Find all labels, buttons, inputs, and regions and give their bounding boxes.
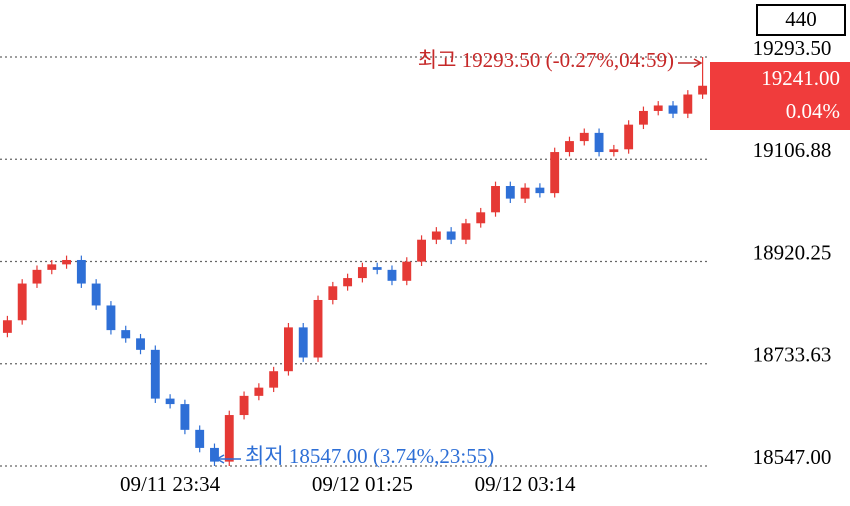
interval-label[interactable]: 440 xyxy=(785,7,817,31)
candle-body xyxy=(254,387,264,396)
candle-body xyxy=(47,264,57,270)
y-tick-label: 18920.25 xyxy=(753,240,832,264)
candle-body xyxy=(683,94,693,114)
candle-body xyxy=(402,261,412,281)
price-box xyxy=(710,62,850,130)
interval-box[interactable] xyxy=(756,4,846,36)
candle-body xyxy=(372,267,382,270)
candle-body xyxy=(624,124,634,150)
candle-body xyxy=(76,259,86,284)
candle-body xyxy=(417,239,426,262)
candle-body xyxy=(653,105,663,111)
candle-body xyxy=(2,320,12,333)
low-annotation: 최저 18547.00 (3.74%,23:55) xyxy=(245,444,494,468)
candle-body xyxy=(535,187,545,194)
candle-body xyxy=(505,186,515,199)
candle-body xyxy=(579,132,589,142)
candle-body xyxy=(328,286,338,300)
candle-body xyxy=(91,283,101,306)
candle-body xyxy=(565,141,574,153)
candle-body xyxy=(313,299,323,358)
candle-body xyxy=(284,327,293,372)
candle-body xyxy=(343,278,353,287)
candle-body xyxy=(594,132,604,153)
candle-body xyxy=(698,85,708,95)
candle-body xyxy=(195,429,205,448)
candle-body xyxy=(239,395,249,416)
candle-body xyxy=(269,371,279,388)
plot-area xyxy=(0,56,710,467)
candle-body xyxy=(210,447,219,462)
candle-body xyxy=(639,110,648,125)
y-tick-label: 19293.50 xyxy=(753,36,832,60)
candle-body xyxy=(136,338,145,350)
candle-body xyxy=(165,398,175,405)
candle-body xyxy=(668,105,678,114)
candle-body xyxy=(357,267,367,279)
candle-body xyxy=(387,269,397,281)
high-arrow-head xyxy=(693,58,703,68)
candle-body xyxy=(431,231,441,240)
candle-body xyxy=(520,187,530,199)
last-change: 0.04% xyxy=(786,99,840,123)
x-tick-label: 09/12 01:25 xyxy=(312,472,413,496)
y-tick-label: 18547.00 xyxy=(753,445,832,469)
candle-body xyxy=(224,415,234,462)
candle-body xyxy=(491,186,500,213)
candle-body xyxy=(550,152,560,194)
candle-body xyxy=(150,349,160,399)
candle-body xyxy=(461,223,471,240)
x-tick-label: 09/11 23:34 xyxy=(120,472,221,496)
y-tick-label: 18733.63 xyxy=(753,343,832,367)
candle-body xyxy=(476,212,486,224)
y-tick-label: 19106.88 xyxy=(753,138,832,162)
x-tick-label: 09/12 03:14 xyxy=(475,472,576,496)
candle-body xyxy=(106,305,116,331)
candle-body xyxy=(609,149,619,153)
candle-body xyxy=(62,259,71,265)
candle-body xyxy=(121,330,131,339)
candle-body xyxy=(446,231,456,240)
candle-body xyxy=(17,283,27,321)
candle-body xyxy=(32,269,42,284)
high-annotation: 최고 19293.50 (-0.27%,04:59) xyxy=(418,48,674,72)
candle-body xyxy=(298,327,308,358)
candle-body xyxy=(180,404,190,430)
last-price: 19241.00 xyxy=(761,66,840,90)
low-arrow-head xyxy=(215,454,225,464)
